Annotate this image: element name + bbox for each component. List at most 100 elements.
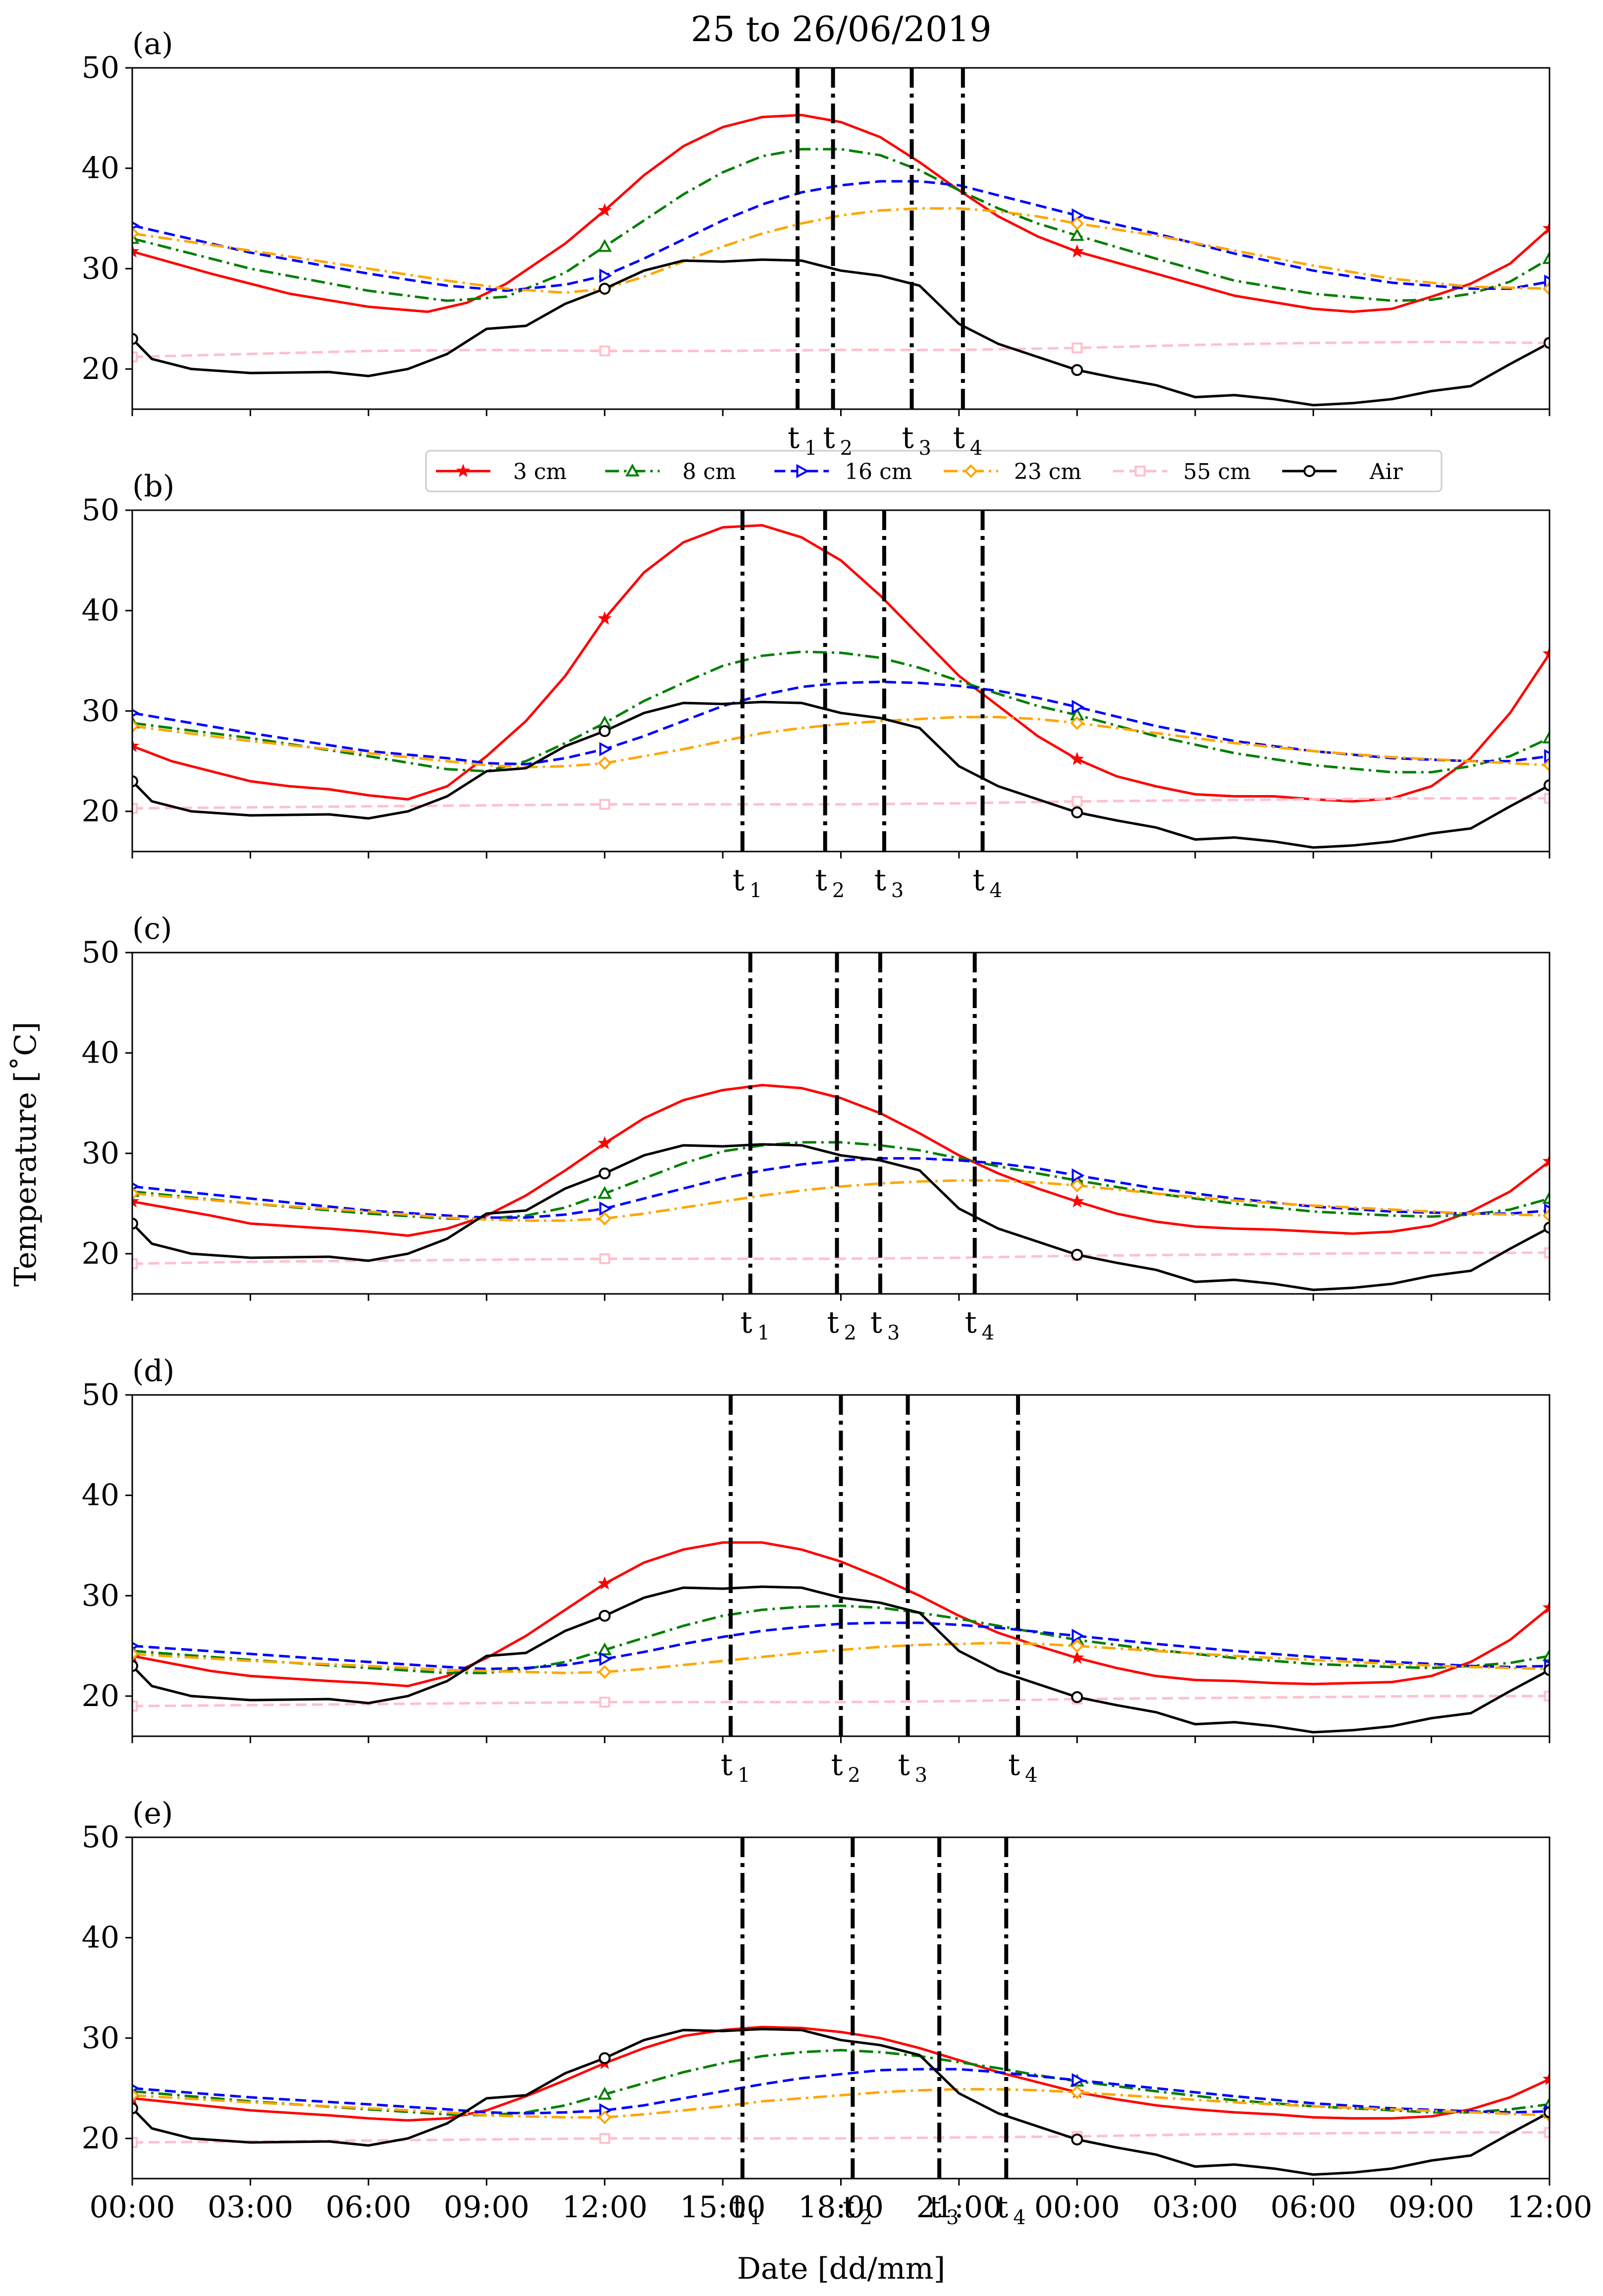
data-marker bbox=[1069, 228, 1084, 241]
data-marker bbox=[599, 345, 610, 357]
panel-label: (b) bbox=[132, 469, 174, 504]
y-tick-label: 30 bbox=[82, 1136, 119, 1171]
series-line-3-cm bbox=[132, 1084, 1550, 1237]
time-marker-label: t bbox=[721, 1748, 733, 1782]
time-marker-subscript: 1 bbox=[749, 2206, 762, 2229]
time-marker-label: t bbox=[823, 421, 835, 455]
data-marker bbox=[599, 268, 612, 283]
y-tick-label: 20 bbox=[82, 1236, 119, 1271]
legend-label: 16 cm bbox=[845, 459, 912, 484]
time-marker-label: t bbox=[733, 2190, 745, 2225]
figure-title: 25 to 26/06/2019 bbox=[691, 9, 991, 50]
data-marker bbox=[597, 239, 612, 252]
data-marker bbox=[597, 1576, 612, 1590]
legend-label: 55 cm bbox=[1183, 459, 1250, 484]
data-marker bbox=[132, 2102, 138, 2115]
data-marker bbox=[1542, 1600, 1550, 1614]
time-marker-label: t bbox=[843, 2190, 855, 2225]
series-line-23-cm bbox=[132, 1642, 1550, 1674]
time-marker-label: t bbox=[827, 1305, 839, 1340]
data-marker bbox=[132, 1186, 139, 1201]
time-marker-subscript: 3 bbox=[887, 1322, 900, 1344]
data-marker bbox=[132, 2137, 138, 2148]
data-marker bbox=[597, 1642, 612, 1655]
series-line-23-cm bbox=[132, 1179, 1550, 1222]
data-marker bbox=[1542, 251, 1550, 264]
data-marker bbox=[1543, 281, 1550, 296]
time-marker-label: t bbox=[815, 863, 827, 898]
data-marker bbox=[1544, 793, 1550, 804]
time-marker-subscript: 4 bbox=[990, 879, 1002, 902]
time-marker-label: t bbox=[953, 421, 965, 455]
x-tick-label: 03:00 bbox=[1152, 2190, 1238, 2225]
data-marker bbox=[132, 739, 140, 752]
legend-box bbox=[425, 450, 1443, 492]
panel-frame bbox=[131, 952, 1550, 1295]
time-marker-subscript: 2 bbox=[832, 879, 845, 902]
data-marker bbox=[1543, 1209, 1550, 1223]
series-line-3-cm bbox=[132, 2026, 1550, 2122]
data-marker bbox=[1542, 221, 1550, 235]
data-marker bbox=[599, 1253, 610, 1265]
data-marker bbox=[1542, 730, 1550, 744]
series-line-8-cm bbox=[132, 148, 1550, 302]
data-marker bbox=[1071, 364, 1083, 376]
data-marker bbox=[132, 1647, 139, 1661]
plot-area bbox=[132, 1541, 1550, 1734]
data-marker bbox=[1544, 1664, 1550, 1676]
data-marker bbox=[598, 2052, 611, 2064]
data-marker bbox=[1070, 216, 1084, 230]
series-line-55-cm bbox=[132, 797, 1550, 810]
series-line-air bbox=[132, 258, 1550, 407]
data-marker bbox=[1544, 337, 1550, 349]
time-marker-label: t bbox=[898, 1748, 910, 1782]
time-marker-subscript: 4 bbox=[982, 1322, 994, 1344]
data-marker bbox=[1070, 1194, 1084, 1208]
y-tick-label: 20 bbox=[82, 794, 119, 829]
time-marker-subscript: 3 bbox=[891, 879, 904, 902]
data-marker bbox=[597, 2086, 612, 2100]
x-tick-label: 00:00 bbox=[1034, 2190, 1120, 2225]
time-marker-subscript: 1 bbox=[757, 1322, 770, 1344]
x-tick-label: 09:00 bbox=[1389, 2190, 1474, 2225]
x-tick-label: 18:00 bbox=[798, 2190, 884, 2225]
data-marker bbox=[1070, 1651, 1084, 1664]
legend-marker bbox=[1303, 465, 1316, 477]
data-marker bbox=[1071, 699, 1085, 714]
series-line-air bbox=[132, 700, 1550, 849]
data-marker bbox=[597, 2110, 612, 2125]
data-marker bbox=[132, 802, 138, 814]
data-marker bbox=[1542, 2072, 1550, 2085]
panel-label: (e) bbox=[132, 1796, 173, 1831]
series-line-8-cm bbox=[132, 2049, 1550, 2117]
time-marker-label: t bbox=[741, 1305, 752, 1340]
time-marker-subscript: 1 bbox=[749, 879, 762, 902]
data-marker bbox=[598, 1167, 611, 1179]
data-marker bbox=[132, 333, 138, 345]
x-tick-label: 21:00 bbox=[916, 2190, 1002, 2225]
y-tick-label: 50 bbox=[82, 1820, 119, 1855]
series-line-air bbox=[132, 1143, 1550, 1291]
data-marker bbox=[132, 244, 140, 258]
data-marker bbox=[132, 2088, 139, 2102]
series-line-16-cm bbox=[132, 681, 1550, 766]
y-tick-label: 20 bbox=[82, 2121, 119, 2156]
time-marker-label: t bbox=[902, 421, 913, 455]
time-marker-subscript: 2 bbox=[844, 1322, 856, 1344]
time-marker-label: t bbox=[973, 863, 985, 898]
time-marker-subscript: 4 bbox=[970, 437, 982, 460]
data-marker bbox=[1071, 1628, 1085, 1643]
time-marker-subscript: 3 bbox=[919, 437, 931, 460]
data-marker bbox=[599, 1697, 610, 1708]
data-marker bbox=[1071, 342, 1083, 354]
panel-label: (d) bbox=[132, 1354, 174, 1388]
time-marker-subscript: 2 bbox=[859, 2206, 872, 2229]
x-tick-label: 06:00 bbox=[325, 2190, 411, 2225]
time-marker-subscript: 2 bbox=[848, 1764, 860, 1787]
data-marker bbox=[132, 1218, 138, 1230]
y-tick-label: 20 bbox=[82, 1679, 119, 1713]
